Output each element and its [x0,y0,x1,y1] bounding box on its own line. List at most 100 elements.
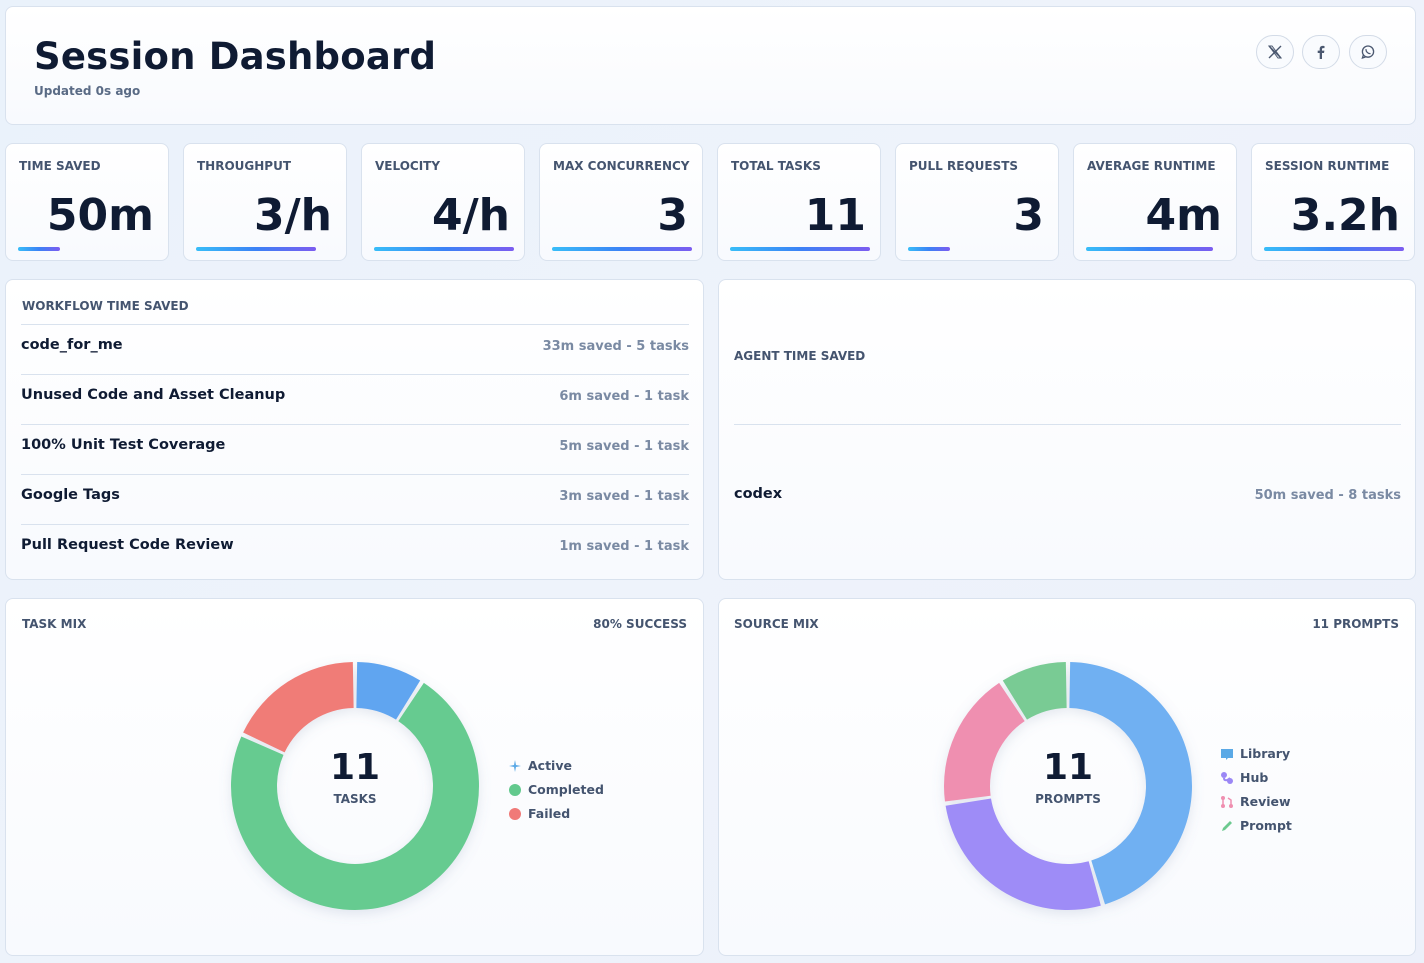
metric-value: 4m [1145,190,1222,241]
metric-value: 3/h [253,190,332,241]
task-total-label: Tasks [333,792,377,806]
metric-progress-bar [552,247,692,251]
metric-value: 50m [46,190,154,241]
task-slice-completed[interactable] [231,682,479,910]
legend-label: Active [528,758,572,773]
workflow-row: 100% Unit Test Coverage 5m saved - 1 task [21,424,689,474]
metric-card-session-runtime: Session Runtime 3.2h [1251,143,1415,261]
workflow-name: 100% Unit Test Coverage [21,437,226,453]
page-title: Session Dashboard [34,35,437,78]
dot-icon [508,783,522,797]
workflow-time-saved: 3m saved - 1 task [559,489,689,504]
workflow-time-saved: 33m saved - 5 tasks [542,339,689,354]
legend-label: Prompt [1240,818,1292,833]
legend-label: Review [1240,794,1291,809]
legend-item-prompt: Prompt [1220,818,1292,833]
metric-progress-bar [908,247,950,251]
metric-label: Throughput [197,159,292,173]
source-slice-prompt[interactable] [1002,662,1067,720]
facebook-share-button[interactable] [1302,35,1340,69]
metric-progress-bar [374,247,514,251]
metric-progress-bar [196,247,316,251]
task-mix-card: Task Mix 80% Success 11 Tasks Active Comp… [5,598,704,956]
workflow-section-label: Workflow Time Saved [22,299,189,313]
source-total-label: Prompts [1035,792,1101,806]
task-slice-active[interactable] [356,662,421,720]
metric-card-average-runtime: Average Runtime 4m [1073,143,1237,261]
task-total-value: 11 [329,747,381,788]
source-mix-card: Source Mix 11 Prompts 11 Prompts Library… [718,598,1416,956]
source-slice-hub[interactable] [945,798,1101,910]
book-icon [1220,747,1234,761]
source-total-value: 11 [1042,747,1094,788]
workflow-row: Pull Request Code Review 1m saved - 1 tas… [21,524,689,574]
metric-progress-bar [1264,247,1404,251]
x-share-button[interactable] [1256,35,1294,69]
metric-value: 3 [1013,190,1044,241]
legend-label: Library [1240,746,1291,761]
metric-label: Max Concurrency [553,159,690,173]
source-mix-donut [944,662,1192,910]
workflow-time-saved: 6m saved - 1 task [559,389,689,404]
metric-value: 4/h [431,190,510,241]
metric-label: Time Saved [19,159,101,173]
pulse-icon [508,759,522,773]
task-success-rate: 80% Success [593,617,687,631]
legend-item-completed: Completed [508,782,604,797]
metric-progress-bar [18,247,60,251]
legend-item-active: Active [508,758,572,773]
metric-card-total-tasks: Total Tasks 11 [717,143,881,261]
task-mix-donut [231,662,479,910]
legend-item-hub: Hub [1220,770,1268,785]
workflow-row: code_for_me 33m saved - 5 tasks [21,324,689,374]
whatsapp-share-icon [1361,45,1375,60]
updated-timestamp: Updated 0s ago [34,84,141,98]
workflow-time-saved: 1m saved - 1 task [559,539,689,554]
agent-name: codex [734,486,783,502]
source-mix-label: Source Mix [734,617,819,631]
pull-request-icon [1220,795,1234,809]
workflow-name: Unused Code and Asset Cleanup [21,387,286,403]
metric-value: 3 [657,190,688,241]
header: Session Dashboard Updated 0s ago [5,6,1416,125]
hub-icon [1220,771,1234,785]
workflow-name: Pull Request Code Review [21,537,234,553]
workflow-name: code_for_me [21,337,123,353]
workflow-row: Google Tags 3m saved - 1 task [21,474,689,524]
metric-card-throughput: Throughput 3/h [183,143,347,261]
metric-value: 3.2h [1290,190,1400,241]
source-slice-library[interactable] [1069,662,1192,905]
legend-label: Failed [528,806,571,821]
legend-item-failed: Failed [508,806,570,821]
agent-time-saved: 50m saved - 8 tasks [1254,488,1401,503]
task-mix-label: Task Mix [22,617,87,631]
metric-label: Average Runtime [1087,159,1216,173]
legend-item-library: Library [1220,746,1290,761]
metric-label: Velocity [375,159,441,173]
metric-label: Session Runtime [1265,159,1390,173]
metric-progress-bar [730,247,870,251]
workflow-name: Google Tags [21,487,120,503]
workflow-time-saved-card: Workflow Time Saved code_for_me 33m saved… [5,279,704,580]
source-prompt-count: 11 Prompts [1312,617,1399,631]
x-share-icon [1268,45,1282,59]
metric-card-pull-requests: Pull Requests 3 [895,143,1059,261]
metric-value: 11 [804,190,866,241]
facebook-share-icon [1317,45,1325,59]
task-slice-failed[interactable] [243,662,354,753]
source-slice-review[interactable] [944,682,1025,802]
metric-label: Pull Requests [909,159,1019,173]
dot-icon [508,807,522,821]
legend-label: Completed [528,782,604,797]
whatsapp-share-button[interactable] [1349,35,1387,69]
agent-section-label: Agent Time Saved [734,349,866,363]
agent-row: codex 50m saved - 8 tasks [734,424,1401,544]
workflow-row: Unused Code and Asset Cleanup 6m saved - … [21,374,689,424]
metric-card-max-concurrency: Max Concurrency 3 [539,143,703,261]
pencil-icon [1220,819,1234,833]
workflow-time-saved: 5m saved - 1 task [559,439,689,454]
metric-card-time-saved: Time Saved 50m [5,143,169,261]
metric-label: Total Tasks [731,159,821,173]
metric-card-velocity: Velocity 4/h [361,143,525,261]
legend-item-review: Review [1220,794,1291,809]
